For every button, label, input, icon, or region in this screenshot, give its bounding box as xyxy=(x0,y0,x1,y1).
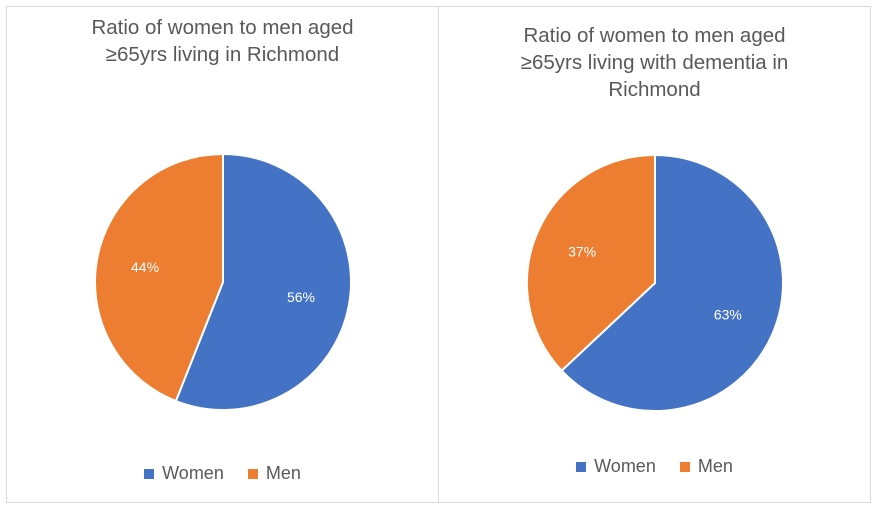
pie-slice-men xyxy=(94,152,224,403)
legend-label-men: Men xyxy=(265,463,301,483)
pie-chart-women-men: 56% 44% xyxy=(94,152,352,411)
data-label-women: 56% xyxy=(287,289,315,305)
pie-slice-men xyxy=(526,153,656,373)
chart-title: Ratio of women to men aged ≥65yrs living… xyxy=(7,14,438,68)
legend-swatch-women xyxy=(576,461,587,472)
chart-panel-women-men-ratio: Ratio of women to men aged ≥65yrs living… xyxy=(6,6,439,503)
chart-title: Ratio of women to men aged ≥65yrs living… xyxy=(439,22,870,103)
legend-swatch-men xyxy=(247,468,258,479)
legend-item-men: Men xyxy=(247,463,301,484)
chart-title-line: Ratio of women to men aged xyxy=(91,16,354,39)
pie-chart-dementia: 63% 37% xyxy=(526,153,784,412)
chart-title-line: Ratio of women to men aged xyxy=(523,24,786,47)
legend-label-women: Women xyxy=(162,463,224,483)
data-label-men: 44% xyxy=(131,259,159,275)
legend-swatch-men xyxy=(679,461,690,472)
chart-title-line: Richmond xyxy=(608,78,701,101)
pie-slice-women xyxy=(560,153,784,412)
chart-legend: Women Men xyxy=(7,463,438,484)
legend-swatch-women xyxy=(144,468,155,479)
data-label-men: 37% xyxy=(568,243,596,259)
chart-panel-dementia-ratio: Ratio of women to men aged ≥65yrs living… xyxy=(438,6,871,503)
chart-title-line: ≥65yrs living in Richmond xyxy=(105,43,340,66)
legend-item-women: Women xyxy=(144,463,224,484)
pie-slice-women xyxy=(174,152,352,411)
legend-label-women: Women xyxy=(594,456,656,476)
legend-label-men: Men xyxy=(697,456,733,476)
chart-title-line: ≥65yrs living with dementia in xyxy=(520,51,789,74)
data-label-women: 63% xyxy=(714,307,742,323)
legend-item-men: Men xyxy=(679,456,733,477)
chart-legend: Women Men xyxy=(439,456,870,477)
legend-item-women: Women xyxy=(576,456,656,477)
